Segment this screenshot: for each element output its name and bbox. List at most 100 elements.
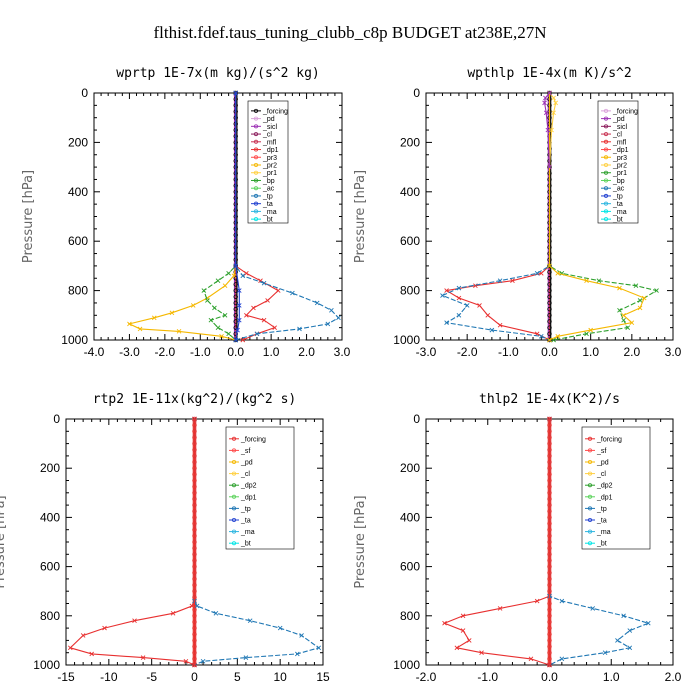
- series-point-tp: [559, 656, 565, 662]
- series-point-tp: [277, 625, 283, 631]
- x-tick-label: 3.0: [665, 345, 682, 359]
- legend-label: _pr3: [262, 155, 277, 162]
- series-point-tp: [200, 658, 206, 664]
- series-point-pr2: [169, 310, 175, 316]
- legend-label: _ma: [596, 529, 611, 536]
- legend-box: [225, 426, 295, 550]
- series-point-bp: [654, 288, 659, 293]
- series-point-dp1: [132, 618, 137, 624]
- legend-marker: [604, 209, 609, 214]
- legend-label: _pd: [596, 460, 609, 467]
- legend-marker: [231, 541, 236, 546]
- zero-marker: [547, 276, 552, 281]
- legend-label: _ta: [612, 201, 623, 208]
- series-point-tp: [316, 645, 322, 651]
- legend-label: _mfl: [262, 139, 277, 146]
- series-point-tp: [464, 303, 470, 308]
- legend-label: _forcing: [612, 108, 638, 115]
- legend-label: _bp: [612, 178, 625, 185]
- series-point-dp1: [240, 337, 246, 343]
- legend-label: _cl: [240, 471, 250, 478]
- zero-marker: [547, 294, 552, 299]
- series-point-pr2: [588, 327, 593, 333]
- legend-marker: [253, 193, 258, 198]
- legend-marker: [231, 494, 236, 499]
- legend-label: _dp2: [240, 483, 257, 490]
- zero-marker: [233, 300, 238, 306]
- legend-marker: [604, 108, 609, 113]
- legend-label: _dp1: [240, 494, 257, 501]
- series-point-pr2: [231, 273, 237, 279]
- legend-label: _tp: [240, 506, 251, 513]
- x-tick-label: 0.0: [227, 345, 244, 359]
- series-point-tp: [336, 315, 341, 321]
- series-point-dp1: [170, 611, 176, 616]
- legend-label: _forcing: [596, 436, 622, 443]
- legend-marker: [588, 506, 593, 511]
- series-point-tp: [290, 290, 295, 296]
- zero-marker: [547, 313, 552, 318]
- legend-marker: [604, 147, 609, 152]
- x-tick-label: -15: [57, 670, 75, 684]
- series-point-pr2: [151, 315, 157, 321]
- series-point-dp1: [140, 655, 146, 660]
- legend-marker: [604, 170, 609, 175]
- panel-title: wpthlp 1E-4x(m K)/s^2: [467, 66, 631, 81]
- series-point-pr2: [176, 329, 182, 334]
- x-tick-label: -4.0: [84, 345, 105, 359]
- legend-marker: [253, 186, 258, 191]
- x-tick-label: 0.0: [541, 670, 558, 684]
- zero-marker: [547, 269, 552, 275]
- legend-label: _ma: [262, 209, 277, 216]
- legend-marker: [253, 201, 258, 206]
- y-axis-label: Pressure [hPa]: [353, 495, 368, 588]
- legend-label: _bt: [612, 217, 623, 224]
- legend-marker: [231, 483, 236, 488]
- y-axis-label: Pressure [hPa]: [353, 170, 368, 263]
- legend-box: [597, 100, 639, 224]
- x-tick-label: 1.0: [582, 345, 599, 359]
- series-point-pd: [547, 90, 552, 96]
- zero-marker: [547, 325, 552, 330]
- series-line-dp1: [443, 419, 551, 666]
- legend-marker: [253, 116, 258, 121]
- y-tick-label: 400: [400, 510, 420, 524]
- series-point-forcing: [192, 662, 197, 668]
- x-tick-label: 2.0: [298, 345, 315, 359]
- series-point-pr2: [621, 312, 626, 318]
- legend-marker: [604, 201, 609, 206]
- series-point-bp: [633, 283, 639, 288]
- series-point-bp: [621, 317, 626, 323]
- legend-marker: [588, 541, 593, 546]
- series-point-bp: [201, 288, 207, 293]
- legend-label: _pd: [612, 116, 625, 123]
- series-point-pr1: [551, 110, 556, 116]
- series-point-dp1: [510, 278, 515, 284]
- legend-label: _pr2: [612, 163, 627, 170]
- legend-marker: [588, 483, 593, 488]
- legend-label: _dp1: [262, 147, 279, 154]
- zero-marker: [233, 294, 238, 299]
- zero-marker: [547, 300, 552, 306]
- series-point-dp1: [454, 645, 460, 651]
- x-tick-label: 10: [273, 670, 287, 684]
- legend-label: _tp: [262, 193, 273, 200]
- series-point-tp: [534, 270, 540, 276]
- series-point-tp: [325, 321, 331, 327]
- figure-title: flthist.fdef.taus_tuning_clubb_c8p BUDGE…: [154, 23, 547, 42]
- series-point-pr1: [553, 100, 558, 106]
- legend-marker: [588, 459, 593, 464]
- series-point-pd: [547, 164, 552, 170]
- y-tick-label: 200: [68, 135, 88, 149]
- series-line-dp1: [69, 419, 196, 666]
- y-axis-label: Pressure [hPa]: [0, 495, 8, 588]
- legend-label: _bp: [262, 178, 275, 185]
- legend-label: _forcing: [262, 108, 288, 115]
- legend-marker: [604, 193, 609, 198]
- legend-marker: [604, 116, 609, 121]
- x-tick-label: 0: [191, 670, 198, 684]
- series-point-tp: [440, 293, 445, 298]
- legend-marker: [253, 170, 258, 175]
- legend-marker: [253, 108, 258, 113]
- series-point-bp: [205, 298, 210, 303]
